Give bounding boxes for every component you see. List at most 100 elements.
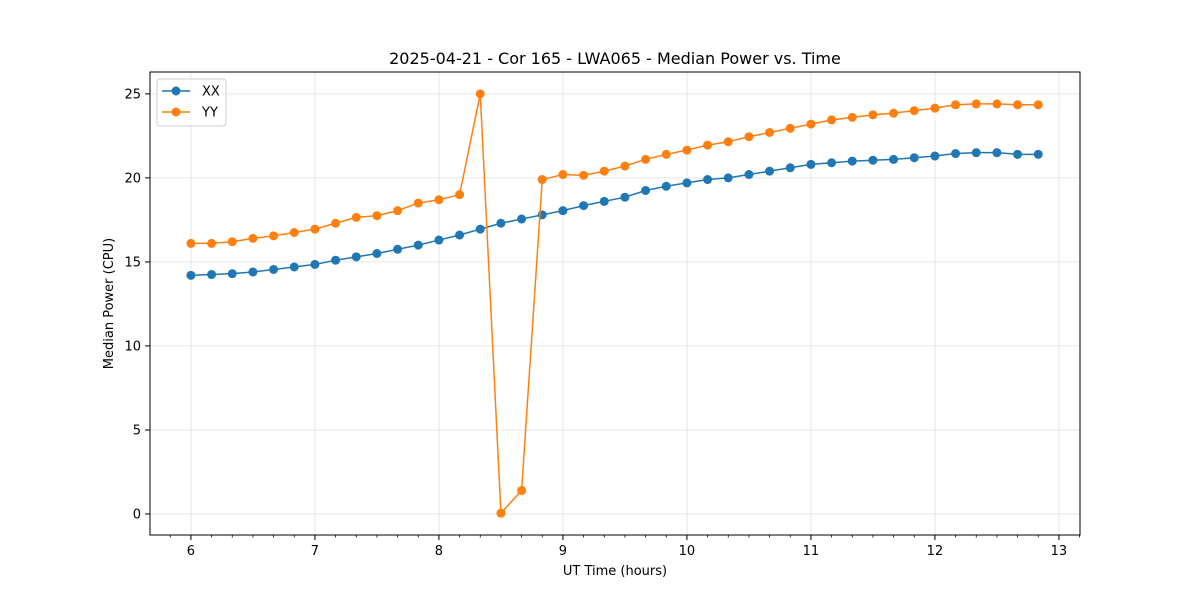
y-tick-label: 5: [133, 423, 141, 438]
data-point-xx: [289, 262, 299, 272]
legend-marker-xx: [171, 86, 181, 96]
data-point-xx: [227, 269, 237, 279]
data-point-yy: [703, 140, 713, 150]
data-point-xx: [868, 155, 878, 165]
data-point-xx: [269, 264, 279, 274]
data-point-xx: [930, 151, 940, 161]
axes: 6 7 8 9 10 11 12 13 0 5 10 15 20 25: [124, 87, 1080, 559]
legend-label-xx: XX: [202, 85, 220, 100]
data-point-xx: [413, 240, 423, 250]
data-point-yy: [620, 161, 630, 171]
data-point-xx: [992, 148, 1002, 158]
data-point-yy: [413, 198, 423, 208]
data-point-yy: [930, 103, 940, 113]
data-point-xx: [620, 192, 630, 202]
data-point-yy: [641, 154, 651, 164]
data-point-yy: [558, 170, 568, 180]
data-point-xx: [951, 149, 961, 159]
data-point-xx: [641, 185, 651, 195]
data-point-xx: [331, 255, 341, 265]
y-axis-label: Median Power (CPU): [102, 238, 117, 369]
data-point-xx: [1013, 149, 1023, 159]
data-point-xx: [579, 201, 589, 211]
y-tick-label: 15: [124, 255, 141, 270]
x-tick-label: 11: [803, 544, 820, 559]
data-point-yy: [1033, 100, 1043, 110]
data-point-yy: [806, 119, 816, 129]
x-tick-label: 9: [559, 544, 567, 559]
data-point-xx: [496, 218, 506, 228]
data-point-yy: [1013, 100, 1023, 110]
series-xx: [186, 148, 1043, 280]
grid: [150, 72, 1080, 535]
x-tick-label: 10: [679, 544, 696, 559]
data-point-yy: [455, 190, 465, 200]
x-tick-label: 8: [435, 544, 443, 559]
data-point-yy: [434, 195, 444, 205]
data-point-xx: [661, 181, 671, 191]
legend: XX YY: [156, 78, 227, 127]
data-point-xx: [785, 163, 795, 173]
data-point-yy: [971, 99, 981, 109]
data-point-xx: [248, 267, 258, 277]
data-point-yy: [393, 206, 403, 216]
data-point-yy: [889, 108, 899, 118]
x-tick-label: 7: [311, 544, 319, 559]
data-point-xx: [310, 259, 320, 269]
data-point-yy: [227, 237, 237, 247]
plot-frame: [149, 71, 1081, 536]
data-point-xx: [827, 158, 837, 168]
data-point-yy: [744, 132, 754, 142]
data-point-yy: [827, 115, 837, 125]
data-point-xx: [455, 230, 465, 240]
data-point-xx: [434, 235, 444, 245]
legend-label-yy: YY: [201, 106, 218, 121]
data-point-xx: [682, 178, 692, 188]
y-tick-label: 20: [124, 171, 141, 186]
data-point-xx: [372, 249, 382, 259]
data-point-yy: [785, 123, 795, 133]
data-point-xx: [971, 148, 981, 158]
data-point-xx: [1033, 149, 1043, 159]
data-point-yy: [475, 89, 485, 99]
data-point-yy: [351, 212, 361, 222]
data-point-yy: [496, 508, 506, 518]
y-tick-label: 25: [124, 87, 141, 102]
data-point-xx: [744, 170, 754, 180]
data-point-yy: [847, 112, 857, 122]
data-point-xx: [351, 252, 361, 262]
data-point-yy: [723, 137, 733, 147]
data-point-xx: [765, 166, 775, 176]
data-point-yy: [269, 231, 279, 241]
data-point-yy: [682, 145, 692, 155]
y-tick-label: 0: [133, 507, 141, 522]
series-line-xx: [190, 151, 1039, 277]
x-axis-label: UT Time (hours): [563, 564, 667, 579]
series-layer: [186, 89, 1043, 518]
data-point-yy: [599, 166, 609, 176]
data-point-yy: [537, 175, 547, 185]
data-point-xx: [889, 154, 899, 164]
data-point-xx: [847, 156, 857, 166]
x-tick-label: 13: [1051, 544, 1068, 559]
data-point-yy: [310, 224, 320, 234]
data-point-xx: [517, 214, 527, 224]
data-point-xx: [806, 159, 816, 169]
series-yy: [186, 89, 1043, 518]
y-tick-label: 10: [124, 339, 141, 354]
data-point-xx: [703, 175, 713, 185]
data-point-yy: [186, 238, 196, 248]
data-point-yy: [207, 238, 217, 248]
data-point-yy: [517, 485, 527, 495]
data-point-yy: [765, 128, 775, 138]
data-point-xx: [186, 270, 196, 280]
data-point-xx: [909, 153, 919, 163]
legend-marker-yy: [171, 107, 181, 117]
data-point-yy: [661, 149, 671, 159]
data-point-yy: [372, 211, 382, 221]
data-point-yy: [289, 227, 299, 237]
data-point-xx: [207, 270, 217, 280]
data-point-xx: [475, 224, 485, 234]
